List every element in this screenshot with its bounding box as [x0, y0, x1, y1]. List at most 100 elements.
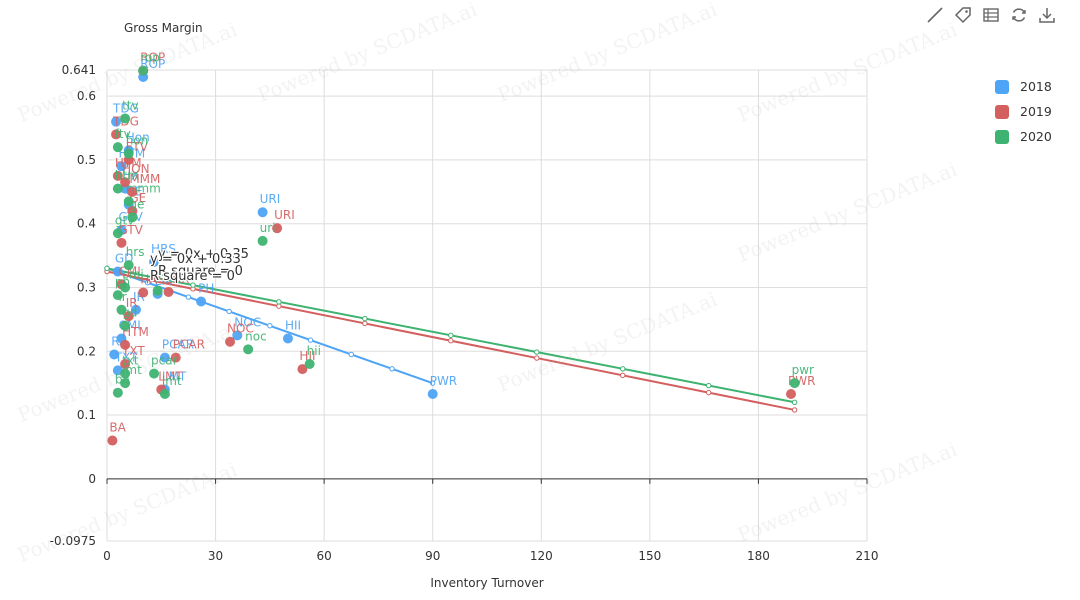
- data-point: [163, 286, 174, 297]
- x-axis-title: Inventory Turnover: [430, 576, 543, 590]
- trendline-marker: [705, 382, 712, 389]
- data-point: [138, 65, 149, 76]
- data-label: TXT: [121, 344, 145, 358]
- trendline-marker: [267, 323, 273, 329]
- legend-label: 2020: [1020, 129, 1052, 144]
- y-tick-label: -0.0975: [50, 534, 96, 548]
- download-icon[interactable]: [1036, 4, 1058, 26]
- data-point: [138, 287, 149, 298]
- data-point: [111, 129, 122, 140]
- data-label: TDG: [112, 102, 139, 116]
- trendline-marker: [791, 399, 798, 405]
- data-label: HON: [122, 162, 149, 176]
- trendline-marker: [226, 308, 232, 315]
- data-point: [107, 435, 118, 446]
- data-point: [123, 311, 134, 322]
- legend-swatch: [995, 104, 1009, 119]
- data-point: [225, 336, 236, 347]
- data-label: mmm: [126, 181, 161, 195]
- data-point: [786, 388, 796, 399]
- data-point: [112, 170, 123, 181]
- data-point: [127, 212, 138, 223]
- trendline-equation-label: R square = 0: [150, 269, 235, 284]
- data-point: [272, 223, 283, 234]
- trendline-marker: [276, 303, 282, 309]
- data-label: NOC: [227, 322, 254, 336]
- data-label: URI: [260, 192, 281, 206]
- data-point: [120, 177, 131, 188]
- trendline-marker: [620, 372, 626, 379]
- data-point: [120, 320, 131, 331]
- data-label: ftv: [115, 127, 131, 141]
- legend-item-2019[interactable]: 2019: [995, 99, 1052, 124]
- data-label: PH: [198, 282, 214, 296]
- data-label: pcar: [151, 354, 178, 368]
- data-point: [159, 352, 170, 363]
- trendline-marker: [104, 265, 110, 272]
- data-point: [196, 296, 207, 307]
- trendline-marker: [362, 320, 368, 327]
- data-label: uri: [260, 221, 276, 235]
- trendline-equation-label: y = 0x + 0.33: [150, 252, 241, 267]
- data-point: [116, 304, 127, 315]
- trendline-marker: [620, 366, 626, 372]
- data-label: ROP: [140, 51, 165, 65]
- data-label: HRS: [151, 242, 176, 256]
- data-point: [120, 368, 131, 379]
- refresh-icon[interactable]: [1008, 4, 1030, 26]
- table-view-icon[interactable]: [980, 4, 1002, 26]
- trendline-marker: [185, 294, 192, 300]
- data-point: [123, 196, 134, 207]
- data-point: [159, 388, 170, 399]
- data-label: hon: [126, 134, 149, 148]
- data-point: [232, 330, 243, 341]
- legend-item-2020[interactable]: 2020: [995, 124, 1052, 149]
- line-draw-icon[interactable]: [924, 4, 946, 26]
- data-label: ir: [118, 290, 126, 304]
- data-point: [170, 352, 181, 363]
- legend-label: 2018: [1020, 79, 1052, 94]
- trendline-equation-label: R square = 0: [158, 264, 243, 279]
- trendline-marker: [791, 407, 798, 413]
- data-point: [116, 237, 127, 248]
- data-point: [789, 378, 800, 389]
- legend-label: 2019: [1020, 104, 1052, 119]
- chart-legend: 2018 2019 2020: [995, 74, 1052, 149]
- x-tick-label: 90: [425, 549, 440, 563]
- data-label: noc: [245, 329, 267, 343]
- data-point: [116, 161, 127, 172]
- data-point: [120, 359, 131, 370]
- data-point: [112, 228, 123, 239]
- y-tick-label: 0.4: [77, 217, 96, 231]
- x-tick-label: 0: [103, 549, 111, 563]
- legend-swatch: [995, 129, 1009, 144]
- data-label: lmt: [122, 363, 142, 377]
- data-point: [120, 282, 131, 293]
- data-label: hii: [307, 344, 321, 358]
- trendline-marker: [448, 332, 454, 339]
- data-label: NOC: [234, 315, 261, 329]
- data-point: [149, 368, 160, 379]
- trendline-marker: [362, 315, 368, 322]
- x-tick-label: 210: [856, 549, 879, 563]
- data-label: MMM: [129, 172, 160, 186]
- data-label: URI: [274, 208, 295, 222]
- data-point: [123, 260, 134, 271]
- data-label: Hon: [126, 130, 150, 144]
- y-tick-label: 0.5: [77, 153, 96, 167]
- data-point: [427, 388, 438, 399]
- data-label: IR: [133, 290, 145, 304]
- data-label: HII: [285, 319, 301, 333]
- legend-item-2018[interactable]: 2018: [995, 74, 1052, 99]
- tag-icon[interactable]: [952, 4, 974, 26]
- data-label: gd: [122, 306, 137, 320]
- data-point: [304, 359, 315, 370]
- y-tick-label: 0.3: [77, 280, 96, 294]
- data-point: [123, 148, 134, 159]
- data-point: [152, 285, 163, 296]
- data-point: [112, 387, 123, 398]
- data-point: [109, 349, 120, 360]
- data-label: lhx: [155, 271, 173, 285]
- data-label: LMT: [155, 274, 180, 288]
